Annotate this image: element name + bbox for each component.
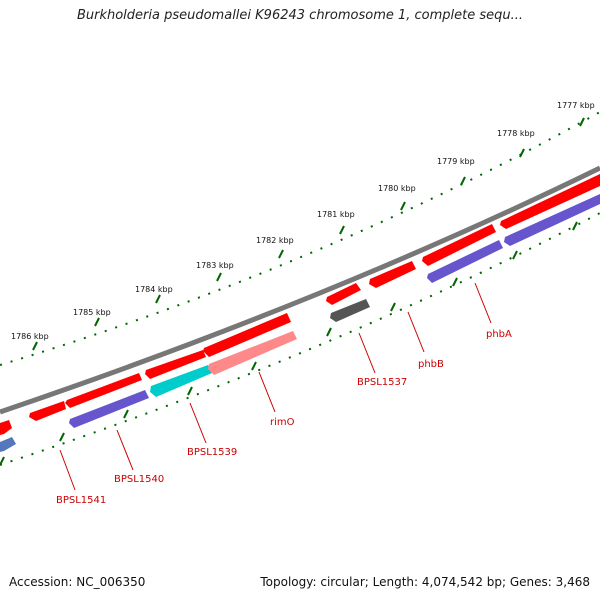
gene-arrow[interactable]: [203, 313, 291, 357]
ruler-label-1784: 1784 kbp: [135, 285, 173, 294]
gene-arrow[interactable]: [422, 224, 496, 266]
gene-arrow[interactable]: [208, 331, 297, 375]
gene-label-rimo[interactable]: rimO: [270, 417, 295, 428]
inner-ruler-major-ticks: [0, 221, 578, 466]
ruler-label-1785: 1785 kbp: [73, 308, 111, 317]
gene-arrow[interactable]: [500, 174, 600, 229]
gene-arrow[interactable]: [65, 373, 142, 408]
ruler-label-1777: 1777 kbp: [557, 101, 595, 110]
outer-ruler-major-ticks: [32, 117, 585, 351]
gene-arrow[interactable]: [369, 261, 416, 288]
gene-label-phbb[interactable]: phbB: [418, 359, 444, 370]
gene-arrow[interactable]: [330, 299, 370, 322]
gene-arrow[interactable]: [145, 350, 206, 379]
ruler-label-1782: 1782 kbp: [256, 236, 294, 245]
ruler-label-1778: 1778 kbp: [497, 129, 535, 138]
topology-text: Topology: circular; Length: 4,074,542 bp…: [260, 575, 590, 589]
ruler-label-1781: 1781 kbp: [317, 210, 355, 219]
forward-genes: [0, 174, 600, 435]
gene-arrow[interactable]: [0, 437, 16, 452]
reverse-genes: [0, 194, 600, 452]
gene-label-bpsl1537[interactable]: BPSL1537: [357, 377, 407, 388]
ruler-label-1786: 1786 kbp: [11, 332, 49, 341]
gene-arrow[interactable]: [29, 401, 66, 421]
gene-arrow[interactable]: [150, 365, 212, 397]
accession-text: Accession: NC_006350: [9, 575, 146, 589]
map-title: Burkholderia pseudomallei K96243 chromos…: [76, 8, 524, 23]
ruler-label-1783: 1783 kbp: [196, 261, 234, 270]
gene-label-bpsl1539[interactable]: BPSL1539: [187, 447, 237, 458]
gene-arrow[interactable]: [504, 194, 600, 246]
ruler-label-1779: 1779 kbp: [437, 157, 475, 166]
gene-label-bpsl1540[interactable]: BPSL1540: [114, 474, 164, 485]
gene-arrow[interactable]: [69, 390, 149, 428]
gene-arrow[interactable]: [0, 420, 12, 435]
gene-arrow[interactable]: [326, 283, 361, 305]
gene-label-bpsl1541[interactable]: BPSL1541: [56, 495, 106, 506]
chromosome-backbone: [0, 165, 600, 415]
gene-arrow[interactable]: [427, 240, 503, 283]
gene-label-phba[interactable]: phbA: [486, 329, 512, 340]
ruler-label-1780: 1780 kbp: [378, 184, 416, 193]
gene-labels: [59, 282, 492, 491]
